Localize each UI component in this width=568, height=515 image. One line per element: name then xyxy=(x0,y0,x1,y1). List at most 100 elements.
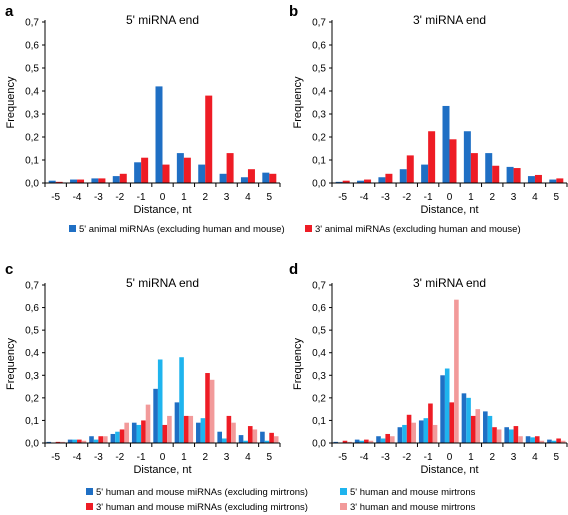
x-tick-label: 1 xyxy=(181,452,187,463)
y-tick-label: 0,0 xyxy=(25,439,39,450)
bar-a-s1--4 xyxy=(77,179,85,183)
bar-c-s3-1 xyxy=(188,415,194,443)
bar-c-s1-4 xyxy=(243,440,248,443)
bar-d-s0-1 xyxy=(461,393,467,443)
bar-c-s3-4 xyxy=(252,429,258,443)
x-axis-label: Distance, nt xyxy=(420,464,478,476)
bar-d-s2-3 xyxy=(513,426,519,443)
x-tick-label: -1 xyxy=(424,192,433,203)
x-tick-label: 1 xyxy=(468,192,474,203)
bar-b-s1--3 xyxy=(385,173,393,183)
x-tick-label: -4 xyxy=(360,452,369,463)
y-tick-label: 0,7 xyxy=(312,281,326,292)
x-tick-label: 0 xyxy=(447,192,453,203)
bar-a-s0--5 xyxy=(48,180,56,183)
x-tick-label: -5 xyxy=(51,192,60,203)
y-tick-label: 0,2 xyxy=(312,133,326,144)
x-tick-label: -1 xyxy=(137,452,146,463)
x-tick-label: 2 xyxy=(489,192,495,203)
legend-item: 5' human and mouse mirtrons xyxy=(340,487,476,498)
bar-c-s3--3 xyxy=(103,436,108,443)
panel-letter: a xyxy=(5,3,14,20)
panel-letter: c xyxy=(5,261,13,278)
bar-b-s1-2 xyxy=(492,165,500,183)
bar-d-s1--4 xyxy=(359,440,365,443)
bar-d-s0--1 xyxy=(418,420,424,443)
x-tick-label: -5 xyxy=(51,452,60,463)
bar-c-s0-5 xyxy=(260,431,265,443)
x-tick-label: -2 xyxy=(115,192,124,203)
bar-a-s1--5 xyxy=(55,181,63,183)
y-tick-label: 0,0 xyxy=(312,179,326,190)
bar-d-s3-5 xyxy=(560,440,566,443)
bar-d-s2-4 xyxy=(534,436,540,443)
bar-d-s0-4 xyxy=(525,436,531,443)
bar-b-s1-0 xyxy=(449,139,457,183)
bar-c-s0-2 xyxy=(196,422,201,443)
x-tick-label: -5 xyxy=(338,452,347,463)
bar-d-s3--2 xyxy=(411,422,416,443)
bar-c-s0-4 xyxy=(238,435,244,443)
bar-d-s1--1 xyxy=(423,418,429,443)
y-tick-label: 0,3 xyxy=(312,110,326,121)
bar-c-s1-5 xyxy=(264,440,270,443)
bar-c-s0-3 xyxy=(217,431,222,443)
legend-item: 5' animal miRNAs (excluding human and mo… xyxy=(69,224,285,235)
bar-c-s1--3 xyxy=(93,439,99,443)
x-axis-label: Distance, nt xyxy=(420,204,478,216)
bar-d-s3-2 xyxy=(496,429,502,443)
bar-c-s0--4 xyxy=(67,439,73,443)
y-tick-label: 0,1 xyxy=(312,156,326,167)
bar-a-s0--4 xyxy=(70,179,78,183)
bar-d-s0-3 xyxy=(504,427,509,443)
bar-c-s1--4 xyxy=(72,439,78,443)
bar-a-s0--3 xyxy=(91,178,99,183)
bar-c-s2-2 xyxy=(205,373,210,443)
x-tick-label: 1 xyxy=(468,452,474,463)
bar-c-s2-3 xyxy=(226,415,232,443)
x-tick-label: -4 xyxy=(73,452,82,463)
bar-a-s1-5 xyxy=(269,173,277,183)
bar-c-s2-0 xyxy=(162,424,168,443)
x-tick-label: -1 xyxy=(424,452,433,463)
bar-a-s0--1 xyxy=(134,162,142,183)
bar-b-s1-3 xyxy=(513,168,521,183)
x-tick-label: 4 xyxy=(532,452,538,463)
panel-letter: d xyxy=(289,261,298,278)
bar-c-s0--2 xyxy=(110,433,116,443)
y-tick-label: 0,7 xyxy=(25,281,39,292)
y-axis-label: Frequency xyxy=(292,76,304,128)
bar-b-s1-4 xyxy=(534,174,542,183)
x-tick-label: -2 xyxy=(402,192,411,203)
x-tick-label: -5 xyxy=(338,192,347,203)
chart-title: 5' miRNA end xyxy=(126,276,199,290)
x-tick-label: 0 xyxy=(160,452,166,463)
x-tick-label: 3 xyxy=(224,192,230,203)
bar-c-s1--1 xyxy=(136,424,142,443)
bar-c-s2--3 xyxy=(98,436,104,443)
x-tick-label: 3 xyxy=(511,452,517,463)
x-tick-label: 5 xyxy=(554,452,560,463)
bar-b-s0-2 xyxy=(485,153,493,183)
y-axis-label: Frequency xyxy=(292,338,304,390)
bar-c-s0--3 xyxy=(89,436,94,443)
legend-label: 3' human and mouse mirtrons xyxy=(350,502,476,513)
legend-swatch xyxy=(340,488,347,495)
bar-c-s2-5 xyxy=(269,432,274,443)
chart-title: 3' miRNA end xyxy=(413,13,486,27)
bar-d-s0--5 xyxy=(333,441,339,443)
legend-swatch xyxy=(305,225,312,232)
x-tick-label: 2 xyxy=(202,192,208,203)
panel-letter: b xyxy=(289,3,298,20)
bar-c-s0--1 xyxy=(131,422,137,443)
y-axis-label: Frequency xyxy=(5,338,17,390)
bar-d-s1-2 xyxy=(487,415,493,443)
bar-b-s1--4 xyxy=(364,179,372,183)
x-tick-label: -3 xyxy=(381,192,390,203)
x-tick-label: -4 xyxy=(73,192,82,203)
bar-c-s2--4 xyxy=(77,439,82,443)
bar-c-s3--4 xyxy=(81,440,87,443)
bar-b-s1--5 xyxy=(342,180,350,183)
bar-c-s2--5 xyxy=(55,441,61,443)
bar-c-s3-0 xyxy=(167,415,172,443)
